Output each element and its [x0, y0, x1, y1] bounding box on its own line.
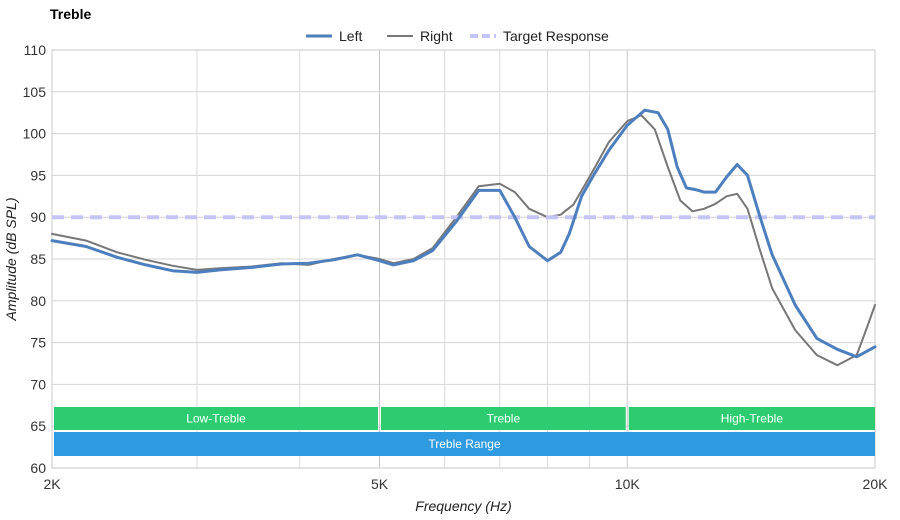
band-label-treble-range: Treble Range — [428, 437, 501, 451]
band-low-treble — [54, 407, 379, 430]
series-line-right — [51, 114, 876, 367]
series-layer — [50, 108, 877, 367]
legend-layer: Left Right Target Response — [306, 28, 609, 44]
legend-label-right: Right — [420, 28, 453, 44]
y-tick-label-110: 110 — [24, 42, 47, 58]
x-tick-label-10k: 10K — [615, 476, 641, 492]
band-treble-range — [54, 432, 875, 456]
band-layer: Low-Treble Treble High-Treble Treble Range — [54, 407, 875, 456]
legend-label-left: Left — [339, 28, 362, 44]
legend-label-target-response: Target Response — [503, 28, 609, 44]
band-treble — [381, 407, 626, 430]
y-tick-label-105: 105 — [23, 84, 47, 100]
y-tick-label-85: 85 — [30, 251, 46, 267]
y-tick-label-65: 65 — [30, 418, 46, 434]
plot-border — [51, 49, 876, 469]
axis-layer: 60 65 70 75 80 85 90 95 100 105 110 2K 5K 10K 20K Frequ… — [3, 42, 888, 514]
band-label-high-treble: High-Treble — [721, 412, 784, 426]
x-tick-label-2k: 2K — [43, 476, 61, 492]
y-axis-label: Amplitude (dB SPL) — [3, 198, 19, 322]
y-tick-label-95: 95 — [30, 167, 46, 183]
x-tick-label-20k: 20K — [863, 476, 889, 492]
y-tick-label-90: 90 — [30, 209, 46, 225]
x-tick-label-5k: 5K — [371, 476, 389, 492]
chart-title: Treble — [50, 6, 92, 22]
band-label-treble: Treble — [487, 412, 521, 426]
y-tick-label-80: 80 — [30, 293, 46, 309]
grid-layer — [51, 49, 876, 469]
x-axis-label: Frequency (Hz) — [415, 498, 511, 514]
y-tick-label-70: 70 — [30, 376, 46, 392]
band-label-low-treble: Low-Treble — [186, 412, 246, 426]
series-line-left — [50, 108, 877, 359]
y-tick-label-100: 100 — [23, 126, 47, 142]
y-tick-label-75: 75 — [30, 335, 46, 351]
y-tick-label-60: 60 — [30, 460, 46, 476]
band-high-treble — [628, 407, 875, 430]
